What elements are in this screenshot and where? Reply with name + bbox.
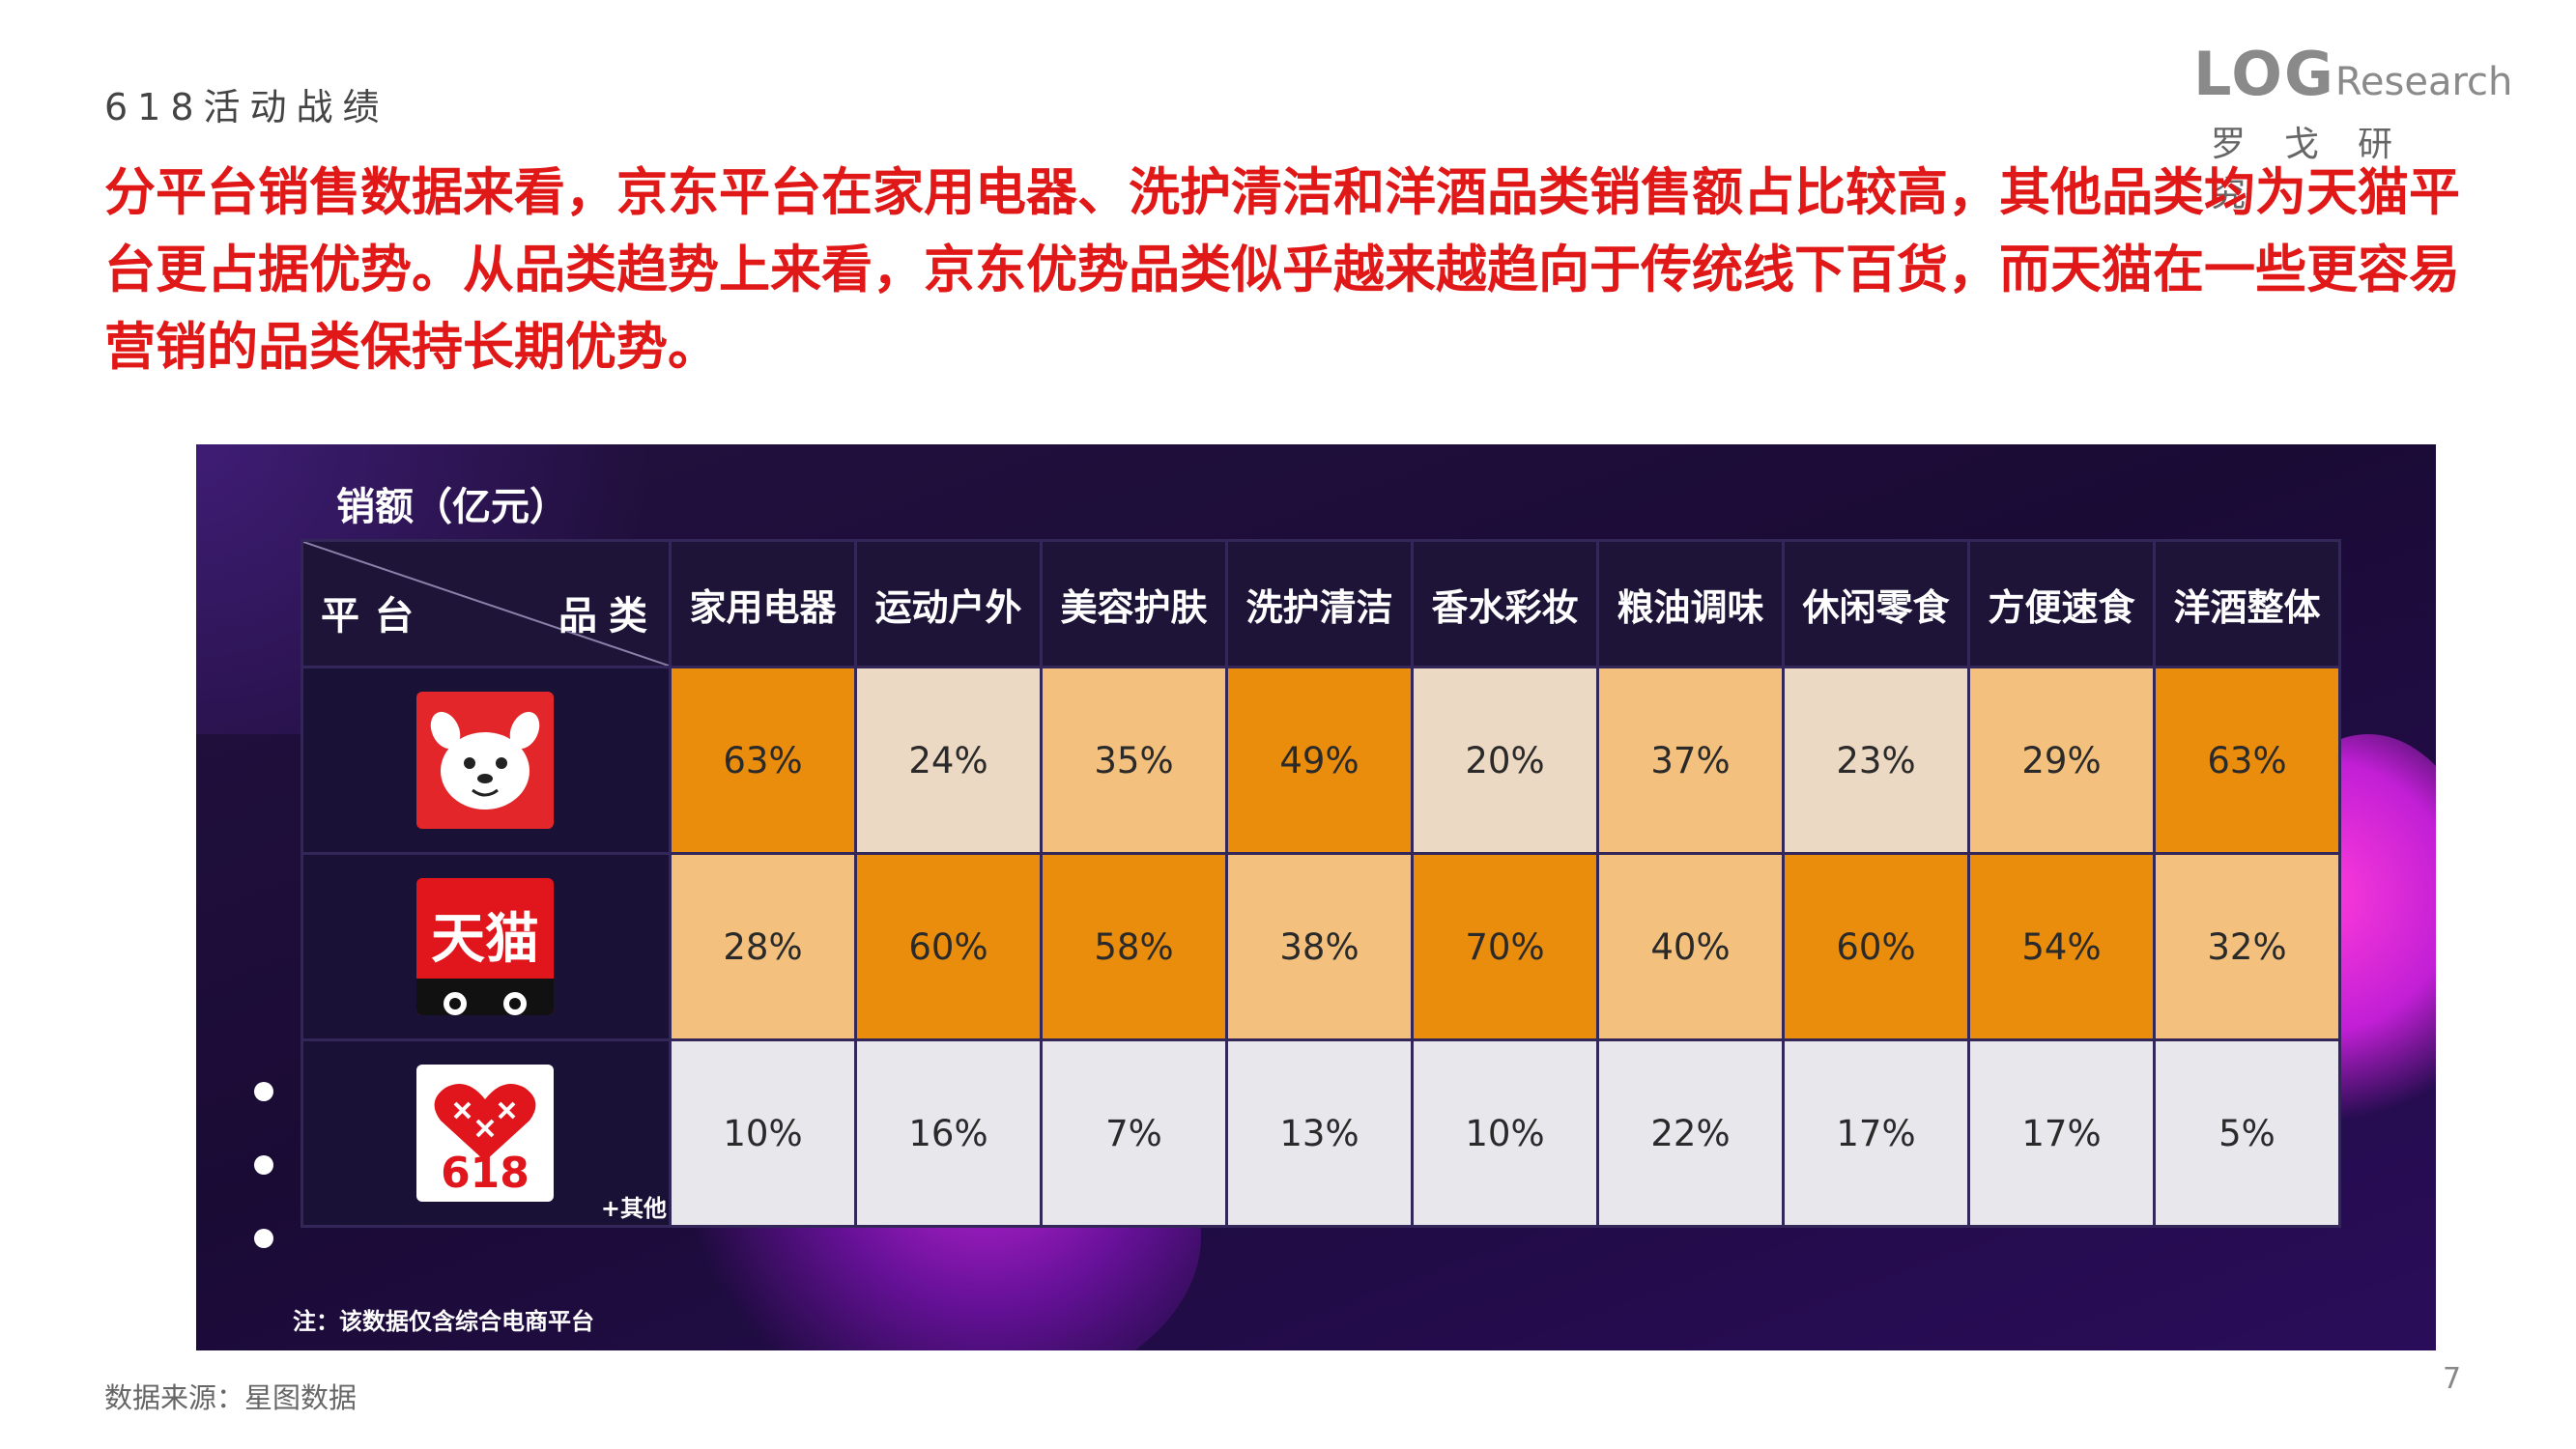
- category-header: 美容护肤: [1040, 539, 1228, 668]
- table-cell: 63%: [669, 666, 857, 855]
- table-cell: 54%: [1967, 852, 2156, 1041]
- table-cell: 58%: [1040, 852, 1228, 1041]
- table-cell: 22%: [1596, 1038, 1785, 1228]
- table-header-row: 平台 品类 家用电器 运动户外 美容护肤 洗护清洁 香水彩妆 粮油调味 休闲零食…: [301, 539, 2341, 668]
- table-row: 天猫 28% 60% 58% 38% 70% 40% 60%: [301, 852, 2341, 1041]
- sales-panel: 销额（亿元） 平台 品类 家用电器 运动户外 美容护肤 洗护清洁 香水彩妆 粮油…: [196, 444, 2436, 1350]
- logo-chinese: 罗戈研究: [2211, 125, 2432, 214]
- table-cell: 35%: [1040, 666, 1228, 855]
- table-cell: 49%: [1225, 666, 1414, 855]
- data-source: 数据来源：星图数据: [104, 1381, 358, 1414]
- logo-wordmark: LOGResearch: [2193, 39, 2513, 109]
- share-table: 平台 品类 家用电器 运动户外 美容护肤 洗护清洁 香水彩妆 粮油调味 休闲零食…: [301, 539, 2341, 1228]
- table-cell: 17%: [1967, 1038, 2156, 1228]
- table-cell: 7%: [1040, 1038, 1228, 1228]
- category-header: 粮油调味: [1596, 539, 1785, 668]
- other-platforms-label: +其他: [600, 1195, 667, 1222]
- logo-research: LOGResearch 罗戈研究: [2193, 39, 2512, 214]
- table-cell: 13%: [1225, 1038, 1414, 1228]
- pinduoduo-logo-text: 618: [441, 1149, 530, 1198]
- table-cell: 16%: [854, 1038, 1043, 1228]
- tmall-logo-text: 天猫: [431, 908, 539, 971]
- category-header: 方便速食: [1967, 539, 2156, 668]
- table-cell: 28%: [669, 852, 857, 1041]
- table-note: 注：该数据仅含综合电商平台: [293, 1308, 594, 1335]
- category-header: 洋酒整体: [2153, 539, 2341, 668]
- table-cell: 17%: [1782, 1038, 1970, 1228]
- table-cell: 60%: [1782, 852, 1970, 1041]
- table-cell: 10%: [1411, 1038, 1599, 1228]
- category-header: 运动户外: [854, 539, 1043, 668]
- corner-header: 平台 品类: [301, 539, 672, 668]
- table-cell: 29%: [1967, 666, 2156, 855]
- table-cell: 10%: [669, 1038, 857, 1228]
- table-cell: 60%: [854, 852, 1043, 1041]
- diagonal-line: [304, 543, 668, 665]
- table-cell: 37%: [1596, 666, 1785, 855]
- category-header: 休闲零食: [1782, 539, 1970, 668]
- table-cell: 32%: [2153, 852, 2341, 1041]
- table-cell: 63%: [2153, 666, 2341, 855]
- page-number: 7: [2443, 1362, 2462, 1396]
- platform-cell: 天猫: [301, 852, 672, 1041]
- table-cell: 20%: [1411, 666, 1599, 855]
- table-cell: 5%: [2153, 1038, 2341, 1228]
- table-cell: 24%: [854, 666, 1043, 855]
- category-header: 洗护清洁: [1225, 539, 1414, 668]
- pinduoduo-logo-icon: 618: [416, 1065, 554, 1202]
- table-cell: 23%: [1782, 666, 1970, 855]
- category-header: 家用电器: [669, 539, 857, 668]
- headline: 分平台销售数据来看，京东平台在家用电器、洗护清洁和洋酒品类销售额占比较高，其他品…: [104, 163, 2460, 377]
- section-label: 618活动战绩: [104, 86, 389, 128]
- table-cell: 40%: [1596, 852, 1785, 1041]
- platform-cell: 618 +其他: [301, 1038, 672, 1228]
- platform-cell: [301, 666, 672, 855]
- jd-logo-icon: [416, 692, 554, 829]
- corner-platform-label: 平台: [321, 594, 429, 639]
- table-row: 618 +其他 10% 16% 7% 13% 10% 22% 17% 17% 5…: [301, 1038, 2341, 1228]
- table-row: 63% 24% 35% 49% 20% 37% 23% 29% 63%: [301, 666, 2341, 855]
- corner-category-label: 品类: [558, 594, 659, 639]
- panel-title: 销额（亿元）: [336, 485, 568, 529]
- table-cell: 38%: [1225, 852, 1414, 1041]
- category-header: 香水彩妆: [1411, 539, 1599, 668]
- table-cell: 70%: [1411, 852, 1599, 1041]
- tmall-logo-icon: 天猫: [416, 878, 554, 1015]
